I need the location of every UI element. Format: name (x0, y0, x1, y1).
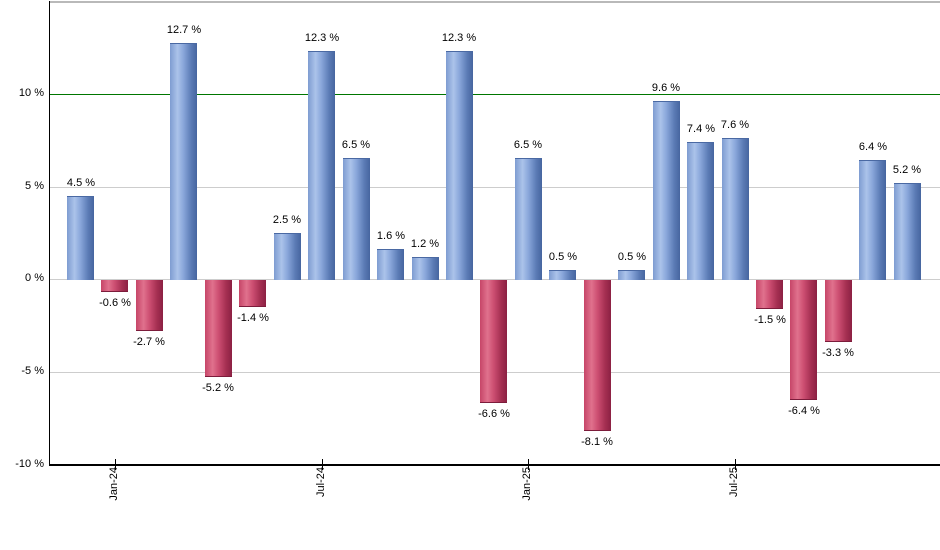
bar-positive (859, 160, 886, 280)
bar-value-label: 0.5 % (617, 251, 647, 263)
bar-value-label: 12.3 % (441, 32, 477, 44)
bar-value-label: 6.5 % (513, 139, 543, 151)
gridline (50, 187, 940, 188)
bar-value-label: -3.3 % (822, 347, 854, 359)
bar-value-label: -0.6 % (99, 297, 131, 309)
bar-value-label: -8.1 % (581, 436, 613, 448)
bar-positive (618, 270, 645, 280)
x-axis-tick-label: Jul-25 (728, 467, 740, 497)
x-axis-tick-label: Jul-24 (315, 467, 327, 497)
bar-value-label: -5.2 % (202, 382, 234, 394)
bar-negative (756, 280, 783, 309)
bar-value-label: 12.3 % (304, 32, 340, 44)
bar-value-label: 1.2 % (410, 238, 440, 250)
bar-positive (549, 270, 576, 280)
plot-top-border (50, 1, 940, 3)
y-axis-tick-label: -5 % (21, 365, 44, 377)
bar-value-label: 6.5 % (341, 139, 371, 151)
x-axis-tick-mark (115, 459, 116, 470)
y-axis-line (49, 1, 50, 465)
x-axis-tick-mark (528, 459, 529, 470)
bar-value-label: -1.4 % (237, 312, 269, 324)
bar-value-label: 5.2 % (892, 164, 922, 176)
bar-value-label: -1.5 % (754, 314, 786, 326)
x-axis-tick-mark (322, 459, 323, 470)
bar-value-label: -6.6 % (478, 408, 510, 420)
bar-value-label: 12.7 % (166, 24, 202, 36)
y-axis-tick-label: 10 % (18, 87, 44, 99)
bar-value-label: -6.4 % (788, 405, 820, 417)
bar-positive (687, 142, 714, 280)
x-axis-tick-mark (735, 459, 736, 470)
bar-positive (515, 158, 542, 280)
bar-value-label: 7.6 % (720, 119, 750, 131)
bar-value-label: 7.4 % (686, 123, 716, 135)
bar-value-label: 1.6 % (376, 230, 406, 242)
bar-negative (825, 280, 852, 342)
bar-positive (274, 233, 301, 280)
bar-value-label: 4.5 % (66, 177, 96, 189)
bar-value-label: 0.5 % (548, 251, 578, 263)
x-axis-tick-label: Jan-24 (108, 467, 120, 501)
bar-negative (101, 280, 128, 292)
bar-negative (790, 280, 817, 400)
bar-positive (412, 257, 439, 280)
bar-value-label: -2.7 % (133, 336, 165, 348)
x-axis-line (49, 464, 940, 466)
y-axis-tick-label: 5 % (25, 180, 44, 192)
bar-positive (343, 158, 370, 280)
bar-positive (446, 51, 473, 280)
bar-value-label: 6.4 % (858, 141, 888, 153)
bar-positive (377, 249, 404, 280)
bar-negative (480, 280, 507, 403)
bar-positive (67, 196, 94, 280)
bar-positive (308, 51, 335, 280)
bar-negative (136, 280, 163, 331)
bar-value-label: 2.5 % (272, 214, 302, 226)
gridline (50, 279, 940, 280)
bar-negative (239, 280, 266, 307)
x-axis-tick-label: Jan-25 (521, 467, 533, 501)
bar-negative (205, 280, 232, 377)
bar-positive (722, 138, 749, 280)
bar-positive (894, 183, 921, 280)
y-axis-tick-label: -10 % (15, 458, 44, 470)
bar-value-label: 9.6 % (651, 82, 681, 94)
y-axis-tick-label: 0 % (25, 272, 44, 284)
threshold-line-10pct (50, 94, 940, 95)
bar-positive (653, 101, 680, 280)
bar-negative (584, 280, 611, 431)
bar-positive (170, 43, 197, 280)
